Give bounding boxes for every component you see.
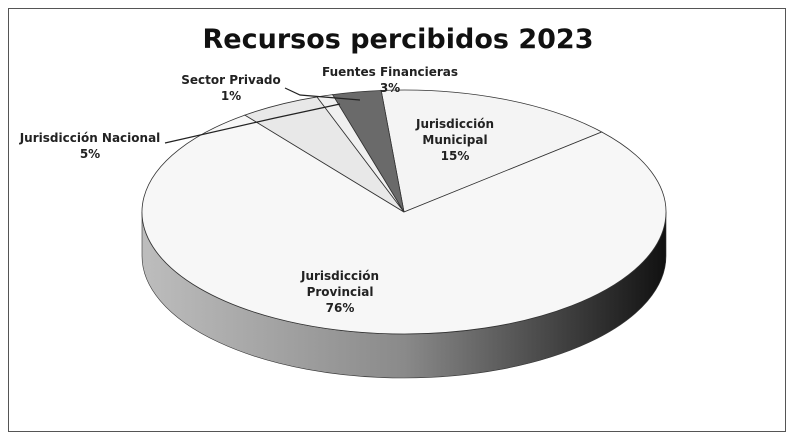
chart-frame xyxy=(8,8,786,432)
category-label: Jurisdicción Nacional xyxy=(19,131,161,145)
slice-label: Sector Privado 1% xyxy=(131,72,331,104)
chart-title: Recursos percibidos 2023 xyxy=(202,24,594,55)
pie-slice xyxy=(380,89,603,213)
pie-slice xyxy=(141,114,667,335)
slice-label: Fuentes Financieras 3% xyxy=(290,64,490,96)
category-label: Jurisdicción Provincial xyxy=(300,269,379,299)
category-label: Fuentes Financieras xyxy=(321,65,459,79)
slice-label: Jurisdicción Nacional 5% xyxy=(0,130,190,162)
category-label: Sector Privado xyxy=(181,73,281,87)
slice-label: Jurisdicción Provincial 76% xyxy=(295,268,385,316)
pie-slice xyxy=(332,90,405,213)
leader-line xyxy=(284,87,361,101)
value-label: 5% xyxy=(79,147,101,161)
pie xyxy=(141,89,667,379)
value-label: 3% xyxy=(379,81,401,95)
value-label: 15% xyxy=(440,149,470,163)
value-label: 1% xyxy=(220,89,242,103)
value-label: 76% xyxy=(325,301,355,315)
leader-line xyxy=(164,103,341,144)
slice-label: Jurisdicción Municipal 15% xyxy=(410,116,500,164)
category-label: Jurisdicción Municipal xyxy=(415,117,494,147)
